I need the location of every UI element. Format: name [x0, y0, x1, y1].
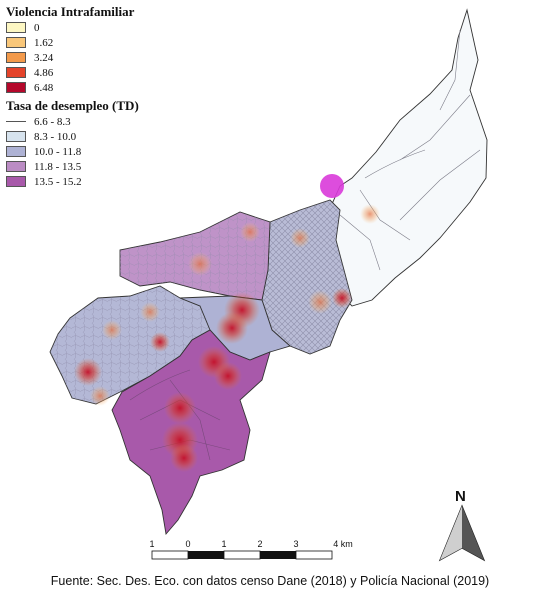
legend-swatch: [6, 121, 26, 122]
north-label: N: [455, 488, 466, 505]
highlight-circle: [320, 174, 344, 198]
legend-item: 4.86: [6, 65, 176, 80]
legend-item: 6.48: [6, 80, 176, 95]
legend-title-unemployment: Tasa de desempleo (TD): [6, 98, 139, 113]
legend-label: 4.86: [34, 66, 54, 79]
legend-swatch: [6, 82, 26, 93]
zone-central-grid-streets: [262, 200, 352, 354]
legend-title-violence: Violencia Intrafamiliar: [6, 4, 135, 19]
scale-label: 3: [293, 539, 299, 549]
legend-label: 8.3 - 10.0: [34, 130, 77, 143]
legend-swatch: [6, 131, 26, 142]
legend-item: 13.5 - 15.2: [6, 174, 176, 189]
legend-label: 1.62: [34, 36, 54, 49]
zone-east-streets: [339, 29, 481, 271]
legend-swatch: [6, 146, 26, 157]
legend-item: 10.0 - 11.8: [6, 144, 176, 159]
scale-label: 1: [221, 539, 227, 549]
legend-item: 11.8 - 13.5: [6, 159, 176, 174]
map-legend: Violencia Intrafamiliar 0 1.62 3.24 4.86 6.4…: [6, 4, 176, 189]
legend-label: 6.6 - 8.3: [34, 115, 71, 128]
legend-item: 1.62: [6, 35, 176, 50]
legend-swatch: [6, 52, 26, 63]
legend-label: 11.8 - 13.5: [34, 160, 82, 173]
legend-swatch: [6, 37, 26, 48]
scale-label: 2: [257, 539, 263, 549]
legend-item: 3.24: [6, 50, 176, 65]
violence-hotspots: [74, 204, 380, 472]
legend-item: 0: [6, 20, 176, 35]
scale-bar: [151, 550, 333, 560]
scale-label: 4 km: [333, 539, 353, 549]
source-caption: Fuente: Sec. Des. Eco. con datos censo D…: [50, 574, 490, 588]
legend-item: 6.6 - 8.3: [6, 114, 176, 129]
north-arrow-icon: [438, 504, 486, 562]
legend-swatch: [6, 67, 26, 78]
legend-swatch: [6, 161, 26, 172]
legend-label: 6.48: [34, 81, 54, 94]
scale-label: 1: [149, 539, 155, 549]
legend-swatch: [6, 176, 26, 187]
legend-label: 13.5 - 15.2: [34, 175, 82, 188]
legend-swatch: [6, 22, 26, 33]
legend-item: 8.3 - 10.0: [6, 129, 176, 144]
legend-label: 3.24: [34, 51, 54, 64]
legend-label: 10.0 - 11.8: [34, 145, 82, 158]
legend-label: 0: [34, 21, 40, 34]
scale-label: 0: [185, 539, 191, 549]
